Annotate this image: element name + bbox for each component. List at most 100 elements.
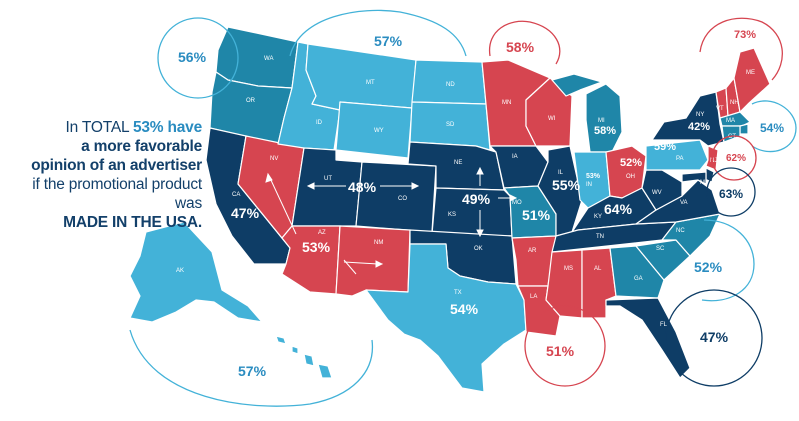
ring-florida — [665, 289, 763, 387]
caption-line-5: MADE IN THE USA. — [63, 214, 202, 231]
state-ak — [129, 221, 263, 323]
state-va — [635, 179, 721, 225]
state-label: MI — [598, 118, 605, 124]
state-label: NE — [454, 160, 462, 166]
value-mountain-north: 57% — [374, 33, 403, 49]
state-label: TX — [454, 290, 462, 296]
state-wa — [215, 26, 299, 89]
state-label: IA — [512, 154, 518, 160]
value-northeast-north: 73% — [734, 29, 756, 41]
state-label: MT — [366, 80, 375, 86]
state-tx — [365, 243, 527, 393]
value-ohio: 52% — [620, 157, 642, 169]
state-md — [681, 171, 707, 185]
state-label: SD — [446, 122, 455, 128]
state-label: ME — [746, 70, 755, 76]
state-label: IN — [586, 182, 592, 188]
caption-line-4: if the promotional product was — [32, 176, 202, 212]
state-label: MD — [700, 180, 710, 186]
state-label: MO — [512, 200, 522, 206]
value-northwest: 56% — [178, 49, 207, 65]
value-deep-south: 51% — [546, 343, 575, 359]
state-mi — [585, 83, 623, 153]
value-mid-atlantic-south: 63% — [719, 187, 743, 201]
state-label: AL — [594, 266, 602, 272]
state-label: MN — [502, 100, 511, 106]
ring-northwest — [157, 17, 239, 99]
value-texas: 54% — [450, 301, 479, 317]
state-label: GA — [634, 276, 643, 282]
state-nm — [335, 225, 411, 297]
value-new-york: 42% — [688, 121, 710, 133]
state-label: MS — [564, 266, 573, 272]
state-co — [355, 161, 437, 233]
state-ct — [721, 125, 741, 143]
value-michigan: 58% — [594, 125, 616, 137]
ring-northeast-north — [699, 17, 783, 81]
state-ga — [609, 245, 665, 299]
ring-nj — [711, 135, 757, 181]
arrow-southwest-diag — [343, 259, 357, 275]
state-label: VT — [716, 106, 724, 112]
value-new-england-south: 54% — [760, 121, 784, 135]
state-label: WY — [374, 128, 384, 134]
state-label: KS — [448, 212, 456, 218]
state-label: SC — [656, 246, 665, 252]
arrow-mountain — [306, 182, 420, 190]
arrow-southwest — [265, 172, 384, 268]
caption-line-2-text: a more favorable — [81, 138, 202, 155]
ring-southeast — [701, 219, 755, 302]
state-label: DC — [714, 184, 723, 190]
state-label: CT — [728, 134, 736, 140]
state-ny — [651, 91, 725, 147]
state-label: NV — [270, 156, 278, 162]
value-plains: 49% — [462, 191, 491, 207]
state-label: OR — [246, 98, 256, 104]
ring-new-england-south — [751, 100, 797, 153]
state-label: MA — [726, 118, 735, 124]
state-label: WV — [652, 190, 662, 196]
state-label: CO — [398, 196, 407, 202]
caption-line-1: In TOTAL 53% have — [10, 118, 203, 137]
state-label: LA — [530, 294, 537, 300]
value-southwest: 53% — [302, 239, 331, 255]
value-florida: 47% — [700, 329, 729, 345]
state-label: OH — [626, 174, 635, 180]
state-label: UT — [324, 176, 332, 182]
state-fl — [605, 297, 691, 379]
ring-mid-atlantic-south — [706, 167, 756, 217]
state-me — [733, 47, 771, 113]
state-az — [281, 225, 341, 295]
value-southeast: 52% — [694, 259, 723, 275]
state-label: KY — [594, 214, 602, 220]
caption-prefix: In TOTAL — [65, 119, 133, 136]
value-upper-midwest: 58% — [506, 39, 535, 55]
state-label: WI — [548, 116, 556, 122]
ring-mountain-north — [289, 9, 467, 57]
state-label: HI — [320, 358, 326, 364]
caption-line-3-text: opinion of an advertiser — [31, 157, 202, 174]
state-label: ND — [446, 82, 455, 88]
arrow-plains — [476, 166, 518, 238]
caption-line-3: opinion of an advertiser — [10, 156, 202, 175]
state-label: OK — [474, 246, 483, 252]
state-label: ID — [316, 120, 323, 126]
value-alaska-hawaii: 57% — [238, 363, 267, 379]
state-label: NY — [696, 112, 704, 118]
state-label: IL — [558, 170, 564, 176]
state-label: NM — [374, 240, 383, 246]
ring-alaska-hawaii — [129, 329, 374, 407]
state-label: TN — [596, 234, 604, 240]
value-illinois: 55% — [552, 177, 581, 193]
state-label: CA — [232, 192, 240, 198]
value-nj: 62% — [726, 153, 746, 164]
caption-total-value: 53% have — [132, 119, 202, 136]
state-label: FL — [660, 322, 668, 328]
caption-line-2: a more favorable — [10, 137, 202, 156]
state-label: DE — [714, 174, 722, 180]
state-label: NC — [676, 228, 685, 234]
state-label: AK — [176, 268, 184, 274]
state-ri — [739, 123, 749, 135]
state-label: AR — [528, 248, 537, 254]
